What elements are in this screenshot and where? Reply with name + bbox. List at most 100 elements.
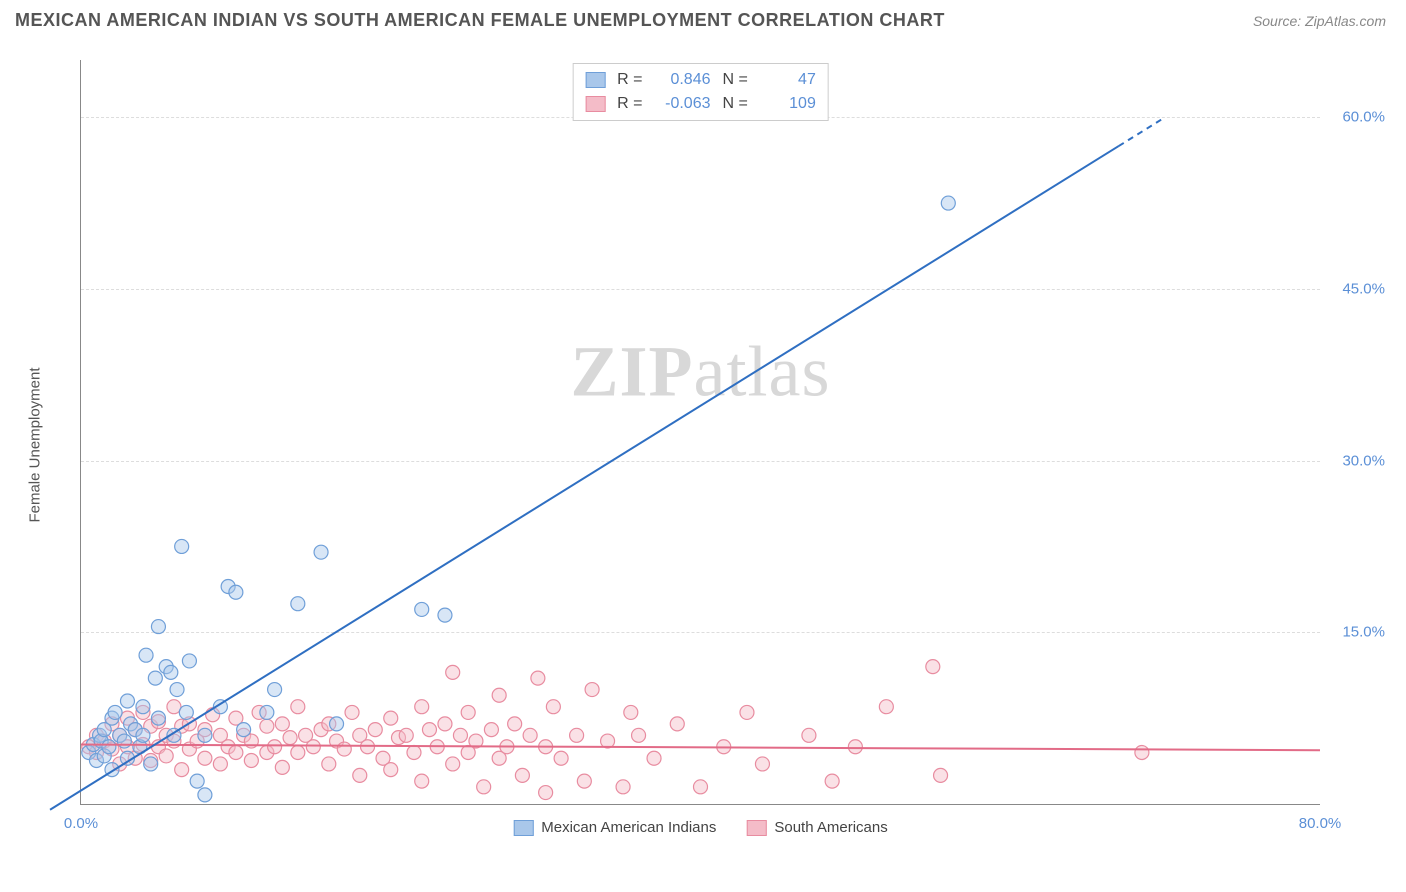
data-point-b bbox=[585, 683, 599, 697]
r-label: R = bbox=[617, 92, 642, 116]
data-point-a bbox=[314, 545, 328, 559]
data-point-b bbox=[484, 723, 498, 737]
data-point-b bbox=[1135, 745, 1149, 759]
data-point-b bbox=[159, 749, 173, 763]
legend: Mexican American Indians South Americans bbox=[513, 819, 888, 836]
data-point-a bbox=[117, 734, 131, 748]
legend-label-b: South Americans bbox=[774, 819, 887, 836]
x-tick-label: 80.0% bbox=[1299, 815, 1342, 832]
legend-item-a: Mexican American Indians bbox=[513, 819, 716, 836]
data-point-b bbox=[647, 751, 661, 765]
data-point-b bbox=[353, 768, 367, 782]
x-tick-label: 0.0% bbox=[64, 815, 98, 832]
r-value-a: 0.846 bbox=[651, 68, 711, 92]
y-tick-label: 30.0% bbox=[1342, 452, 1385, 469]
data-point-b bbox=[616, 780, 630, 794]
plot-area: R = 0.846 N = 47 R = -0.063 N = 109 ZIPa… bbox=[80, 60, 1320, 805]
data-point-b bbox=[926, 660, 940, 674]
stats-row-series-b: R = -0.063 N = 109 bbox=[585, 92, 816, 116]
data-point-b bbox=[825, 774, 839, 788]
data-point-a bbox=[268, 683, 282, 697]
data-point-b bbox=[461, 705, 475, 719]
data-point-a bbox=[164, 665, 178, 679]
data-point-a bbox=[438, 608, 452, 622]
data-point-b bbox=[492, 688, 506, 702]
y-tick-label: 45.0% bbox=[1342, 280, 1385, 297]
data-point-a bbox=[170, 683, 184, 697]
data-point-b bbox=[407, 745, 421, 759]
chart-title: MEXICAN AMERICAN INDIAN VS SOUTH AMERICA… bbox=[15, 10, 945, 31]
data-point-b bbox=[934, 768, 948, 782]
data-point-b bbox=[415, 774, 429, 788]
correlation-stats-box: R = 0.846 N = 47 R = -0.063 N = 109 bbox=[572, 63, 829, 121]
data-point-a bbox=[260, 705, 274, 719]
data-point-b bbox=[802, 728, 816, 742]
data-point-b bbox=[368, 723, 382, 737]
data-point-b bbox=[337, 742, 351, 756]
r-value-b: -0.063 bbox=[651, 92, 711, 116]
data-point-a bbox=[136, 700, 150, 714]
data-point-a bbox=[151, 620, 165, 634]
data-point-a bbox=[941, 196, 955, 210]
y-axis-title: Female Unemployment bbox=[27, 367, 44, 522]
data-point-a bbox=[151, 711, 165, 725]
data-point-b bbox=[523, 728, 537, 742]
data-point-b bbox=[546, 700, 560, 714]
data-point-b bbox=[306, 740, 320, 754]
n-label: N = bbox=[723, 68, 748, 92]
data-point-b bbox=[422, 723, 436, 737]
data-point-a bbox=[237, 723, 251, 737]
data-point-b bbox=[624, 705, 638, 719]
data-point-b bbox=[291, 745, 305, 759]
data-point-b bbox=[632, 728, 646, 742]
data-point-a bbox=[108, 705, 122, 719]
n-value-b: 109 bbox=[756, 92, 816, 116]
data-point-a bbox=[120, 694, 134, 708]
data-point-b bbox=[268, 740, 282, 754]
data-point-b bbox=[508, 717, 522, 731]
data-point-b bbox=[740, 705, 754, 719]
chart-container: Female Unemployment R = 0.846 N = 47 R =… bbox=[50, 45, 1390, 845]
data-point-b bbox=[531, 671, 545, 685]
data-point-b bbox=[446, 665, 460, 679]
data-point-b bbox=[322, 757, 336, 771]
data-point-a bbox=[139, 648, 153, 662]
data-point-b bbox=[244, 754, 258, 768]
data-point-a bbox=[190, 774, 204, 788]
data-point-b bbox=[198, 751, 212, 765]
data-point-b bbox=[477, 780, 491, 794]
n-label: N = bbox=[723, 92, 748, 116]
legend-swatch-b bbox=[746, 820, 766, 836]
data-point-a bbox=[148, 671, 162, 685]
data-point-b bbox=[438, 717, 452, 731]
data-point-a bbox=[175, 539, 189, 553]
data-point-b bbox=[554, 751, 568, 765]
data-point-a bbox=[229, 585, 243, 599]
trend-line-a bbox=[50, 146, 1119, 810]
data-point-b bbox=[345, 705, 359, 719]
data-point-b bbox=[260, 719, 274, 733]
data-point-b bbox=[384, 711, 398, 725]
data-point-a bbox=[198, 788, 212, 802]
trend-line-a-extrapolated bbox=[1119, 117, 1165, 146]
data-point-b bbox=[755, 757, 769, 771]
data-point-b bbox=[515, 768, 529, 782]
data-point-b bbox=[670, 717, 684, 731]
data-point-a bbox=[330, 717, 344, 731]
data-point-b bbox=[577, 774, 591, 788]
data-point-b bbox=[229, 745, 243, 759]
n-value-a: 47 bbox=[756, 68, 816, 92]
legend-swatch-a bbox=[513, 820, 533, 836]
data-point-b bbox=[879, 700, 893, 714]
data-point-b bbox=[384, 763, 398, 777]
data-point-b bbox=[275, 760, 289, 774]
data-point-b bbox=[399, 728, 413, 742]
data-point-b bbox=[283, 731, 297, 745]
y-tick-label: 60.0% bbox=[1342, 109, 1385, 126]
data-point-b bbox=[570, 728, 584, 742]
stats-row-series-a: R = 0.846 N = 47 bbox=[585, 68, 816, 92]
data-point-a bbox=[179, 705, 193, 719]
legend-item-b: South Americans bbox=[746, 819, 887, 836]
data-point-a bbox=[144, 757, 158, 771]
source-attribution: Source: ZipAtlas.com bbox=[1253, 13, 1386, 29]
